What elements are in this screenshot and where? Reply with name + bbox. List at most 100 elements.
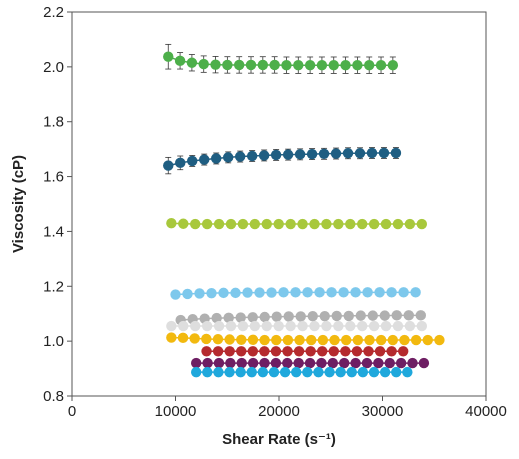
data-point [190, 320, 201, 332]
data-point [422, 334, 433, 346]
data-point [339, 357, 350, 369]
data-point [186, 57, 198, 68]
y-tick-label: 2.2 [43, 4, 64, 21]
data-point [199, 154, 210, 165]
data-point [213, 320, 225, 332]
data-point [242, 287, 253, 298]
series-10 [191, 366, 413, 378]
data-point [403, 310, 414, 321]
data-point [281, 60, 292, 71]
x-tick-label: 0 [68, 403, 76, 420]
data-point [345, 320, 356, 332]
data-point [395, 357, 407, 369]
data-point [391, 366, 402, 378]
data-point [201, 333, 212, 345]
data-point [282, 334, 294, 346]
data-point [257, 59, 269, 71]
data-point [416, 218, 428, 230]
data-point [235, 312, 246, 323]
data-point [366, 147, 378, 159]
data-point [374, 287, 385, 298]
data-point [234, 151, 246, 162]
data-point [398, 287, 409, 298]
data-point [210, 59, 221, 70]
data-point [213, 357, 225, 369]
data-point [190, 218, 201, 230]
data-point [235, 366, 246, 378]
data-point [189, 333, 200, 344]
data-point [297, 218, 308, 230]
data-point [247, 334, 259, 345]
data-point [290, 287, 301, 298]
data-point [222, 152, 234, 163]
ticks-layer: 0 10000 20000 30000 40000 0.8 1.0 1.2 1.4 1.6 1.8 2… [43, 4, 507, 420]
data-point [386, 287, 397, 298]
data-point [247, 312, 258, 323]
data-point [392, 320, 404, 332]
y-tick-label: 2.0 [43, 59, 64, 76]
data-point [259, 334, 270, 346]
series-2 [163, 147, 402, 175]
data-point [379, 366, 391, 378]
data-point [404, 218, 416, 230]
data-point [392, 218, 404, 230]
data-point [166, 320, 177, 332]
data-point [374, 346, 386, 357]
y-tick-label: 1.0 [43, 333, 64, 350]
data-point [321, 320, 332, 332]
data-point [387, 60, 399, 71]
data-point [330, 148, 342, 159]
data-point [302, 287, 313, 298]
series-6 [166, 320, 428, 332]
data-point [343, 310, 354, 322]
data-point [236, 346, 247, 357]
data-point [293, 60, 304, 71]
data-point [357, 366, 369, 378]
data-point [297, 320, 308, 332]
data-point [319, 310, 330, 322]
data-point [380, 218, 392, 230]
data-point [410, 334, 422, 346]
data-point [246, 150, 258, 162]
data-point [307, 310, 318, 322]
data-point [309, 320, 320, 332]
data-point [399, 334, 410, 346]
data-point [198, 58, 209, 70]
data-point [268, 366, 280, 378]
data-point [324, 366, 335, 378]
data-point [259, 346, 270, 357]
data-point [375, 60, 387, 71]
data-point [316, 60, 328, 71]
data-point [387, 334, 399, 346]
data-point [291, 366, 302, 378]
data-point [178, 218, 189, 229]
data-point [306, 148, 318, 160]
series-line [171, 222, 422, 225]
data-point [223, 312, 234, 324]
data-point [398, 346, 409, 357]
data-point [295, 311, 306, 322]
data-point [346, 366, 357, 378]
data-point [321, 218, 332, 230]
data-point [306, 334, 317, 346]
data-point [407, 357, 418, 369]
data-point [273, 218, 284, 230]
data-point [224, 366, 235, 378]
data-point [340, 60, 351, 71]
series-line [171, 336, 440, 341]
y-tick-label: 1.4 [43, 223, 64, 240]
data-point [340, 334, 352, 346]
data-point [316, 357, 327, 369]
data-point [355, 310, 366, 321]
data-point [187, 155, 198, 167]
data-point [318, 148, 330, 160]
data-point [391, 310, 402, 321]
data-point [247, 357, 259, 369]
y-tick-label: 1.8 [43, 114, 64, 131]
data-point [338, 287, 349, 298]
series-7 [166, 332, 445, 346]
data-point [373, 357, 384, 369]
data-point [329, 334, 340, 346]
data-point [261, 320, 272, 332]
data-point [378, 147, 390, 159]
